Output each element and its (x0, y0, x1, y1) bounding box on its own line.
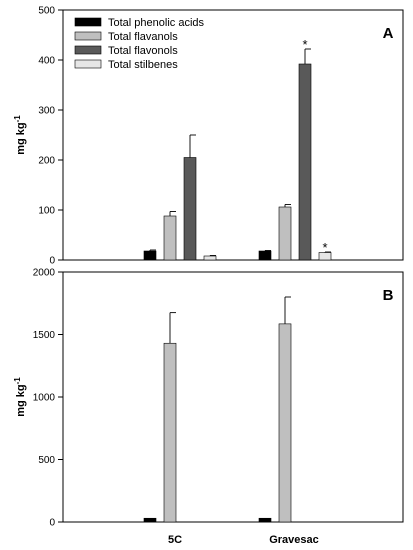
panel-b-y-tick-label: 500 (38, 455, 55, 466)
legend-entry: Total stilbenes (108, 59, 178, 71)
panel-a-significance-mark: * (302, 37, 307, 52)
legend-entry: Total phenolic acids (108, 17, 205, 29)
legend-entry: Total flavonols (108, 45, 178, 57)
legend-swatch (74, 59, 102, 69)
panel-b-bar (278, 323, 292, 523)
panel-a-y-tick-label: 400 (38, 56, 55, 67)
panel-a-bar (298, 63, 312, 261)
panel-b-bar (258, 517, 272, 523)
x-category-label: Gravesac (269, 534, 319, 546)
panel-b-y-tick-label: 0 (49, 518, 55, 529)
panel-a-bar (203, 255, 217, 261)
panel-a-y-tick-label: 300 (38, 106, 55, 117)
panel-b-y-tick-label: 1000 (33, 393, 56, 404)
panel-a-frame (62, 9, 404, 261)
panel-a-bar (163, 215, 177, 261)
panel-b: B mg kg-1 0 500 1000 1500 2000 5C Gravesac (13, 268, 404, 546)
panel-a-bar (143, 250, 157, 261)
panel-a-label: A (383, 25, 394, 42)
legend-swatch (74, 31, 102, 41)
panel-a-y-tick-label: 0 (49, 256, 55, 267)
panel-b-bar (143, 517, 157, 523)
legend-entry: Total flavanols (108, 31, 178, 43)
x-category-label: 5C (168, 534, 182, 546)
panel-a-significance-mark: * (322, 240, 327, 255)
panel-a: A mg kg-1 0 100 200 300 400 500 * * Total phenol… (13, 6, 404, 267)
panel-b-bar (163, 342, 177, 523)
panel-b-y-tick-label: 1500 (33, 330, 56, 341)
panel-a-y-tick-label: 100 (38, 206, 55, 217)
panel-a-y-axis-label: mg kg-1 (13, 115, 27, 155)
panel-a-bar (258, 250, 272, 261)
panel-a-bar (183, 157, 197, 261)
panel-b-frame (62, 271, 404, 523)
panel-b-y-tick-label: 2000 (33, 268, 56, 279)
legend: Total phenolic acids Total flavanols Total… (74, 17, 205, 71)
legend-swatch (74, 45, 102, 55)
legend-swatch (74, 17, 102, 27)
panel-a-bar (278, 206, 292, 261)
panel-b-y-axis-label: mg kg-1 (13, 377, 27, 417)
panel-a-y-tick-label: 500 (38, 6, 55, 17)
panel-a-y-tick-label: 200 (38, 156, 55, 167)
panel-b-label: B (383, 287, 394, 304)
